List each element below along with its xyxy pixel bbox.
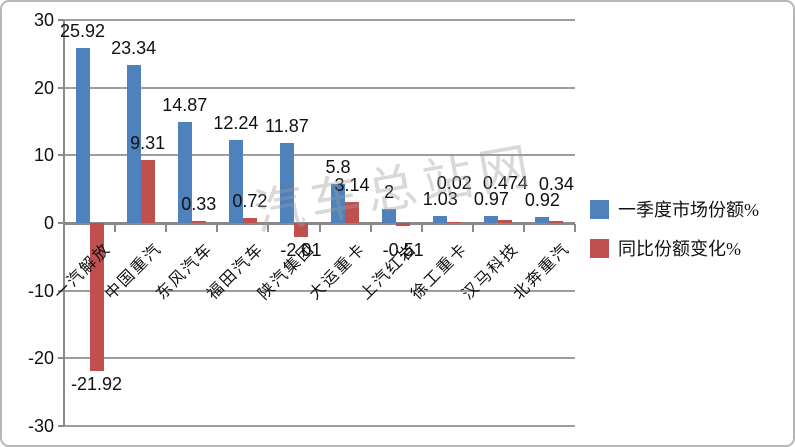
- gridline: [64, 154, 575, 157]
- value-label-yoy-change: 0.72: [232, 191, 268, 212]
- y-axis-tick: [58, 222, 64, 224]
- y-axis-tick: [58, 154, 64, 157]
- value-label-market-share: 0.97: [473, 189, 509, 210]
- bar-market-share: [535, 216, 550, 223]
- bar-yoy-change: [498, 219, 513, 223]
- bar-market-share: [228, 140, 243, 223]
- y-axis-label: -10: [27, 280, 54, 301]
- legend-swatch-yoy-change: [590, 238, 609, 258]
- gridline: [64, 19, 575, 21]
- gridline: [64, 357, 575, 360]
- x-axis-line: [64, 221, 575, 225]
- value-label-market-share: 5.8: [325, 156, 351, 177]
- value-label-yoy-change: -2.01: [280, 240, 322, 260]
- bar-yoy-change: [242, 218, 257, 223]
- gridline: [64, 425, 575, 427]
- value-label-yoy-change: 0.02: [436, 173, 472, 194]
- y-axis-label: -30: [27, 416, 54, 436]
- x-axis-tick: [318, 224, 321, 232]
- bar-yoy-change: [549, 220, 564, 223]
- bar-yoy-change: [396, 223, 411, 227]
- value-label-market-share: 1.03: [422, 189, 458, 210]
- legend-item-market-share: 一季度市场份额%: [590, 196, 759, 222]
- bar-market-share: [382, 209, 397, 223]
- value-label-market-share: 11.87: [265, 115, 309, 136]
- bar-yoy-change: [345, 201, 360, 223]
- value-label-yoy-change: 0.474: [482, 173, 528, 194]
- y-axis-label: -20: [27, 348, 54, 369]
- bar-yoy-change: [191, 220, 206, 223]
- value-label-yoy-change: 0.33: [181, 193, 217, 214]
- bar-yoy-change: [89, 223, 104, 372]
- y-axis-label: 0: [43, 213, 54, 233]
- value-label-market-share: 0.92: [524, 189, 560, 210]
- value-label-yoy-change: -21.92: [71, 374, 123, 395]
- y-axis-label: 20: [33, 77, 54, 98]
- x-axis-tick: [420, 224, 423, 232]
- legend-label-market-share: 一季度市场份额%: [618, 200, 759, 220]
- y-axis-tick: [58, 289, 64, 292]
- bar-market-share: [177, 122, 192, 223]
- bar-market-share: [484, 216, 499, 223]
- y-axis-tick: [58, 19, 64, 21]
- x-axis-tick: [522, 224, 525, 232]
- value-label-market-share: 25.92: [60, 20, 106, 41]
- bar-yoy-change: [140, 160, 155, 223]
- value-label-market-share: 23.34: [111, 38, 157, 59]
- value-label-yoy-change: 9.31: [130, 133, 166, 153]
- x-axis-tick: [471, 224, 474, 232]
- value-label-market-share: 14.87: [162, 95, 208, 116]
- bar-market-share: [126, 65, 141, 223]
- bar-yoy-change: [293, 223, 308, 237]
- x-axis-tick: [369, 224, 372, 232]
- y-axis-tick: [58, 357, 64, 360]
- y-axis-line: [63, 20, 65, 426]
- value-label-yoy-change: 0.34: [538, 173, 574, 194]
- bar-market-share: [279, 142, 294, 223]
- x-axis-tick: [267, 224, 270, 232]
- value-label-market-share: 12.24: [213, 113, 259, 134]
- bar-market-share: [75, 47, 90, 223]
- bar-market-share: [331, 183, 346, 223]
- value-label-yoy-change: 3.14: [334, 174, 370, 195]
- y-axis-label: 10: [33, 145, 54, 166]
- bar-yoy-change: [447, 222, 462, 223]
- y-axis-label: 30: [33, 10, 54, 30]
- bar-market-share: [433, 216, 448, 223]
- y-axis-tick: [58, 425, 64, 427]
- x-axis-tick: [63, 224, 65, 232]
- legend-swatch-market-share: [590, 199, 609, 219]
- y-axis-tick: [58, 86, 64, 89]
- legend-label-yoy-change: 同比份额变化%: [618, 239, 741, 259]
- gridline: [64, 86, 575, 89]
- value-label-yoy-change: -0.51: [382, 240, 424, 260]
- x-axis-tick: [165, 224, 168, 232]
- x-axis-tick: [216, 224, 219, 232]
- value-label-market-share: 2: [384, 182, 395, 203]
- x-axis-tick: [574, 224, 576, 232]
- x-axis-tick: [114, 224, 117, 232]
- chart-legend: 一季度市场份额% 同比份额变化%: [590, 196, 759, 274]
- legend-item-yoy-change: 同比份额变化%: [590, 235, 759, 261]
- gridline: [64, 289, 575, 292]
